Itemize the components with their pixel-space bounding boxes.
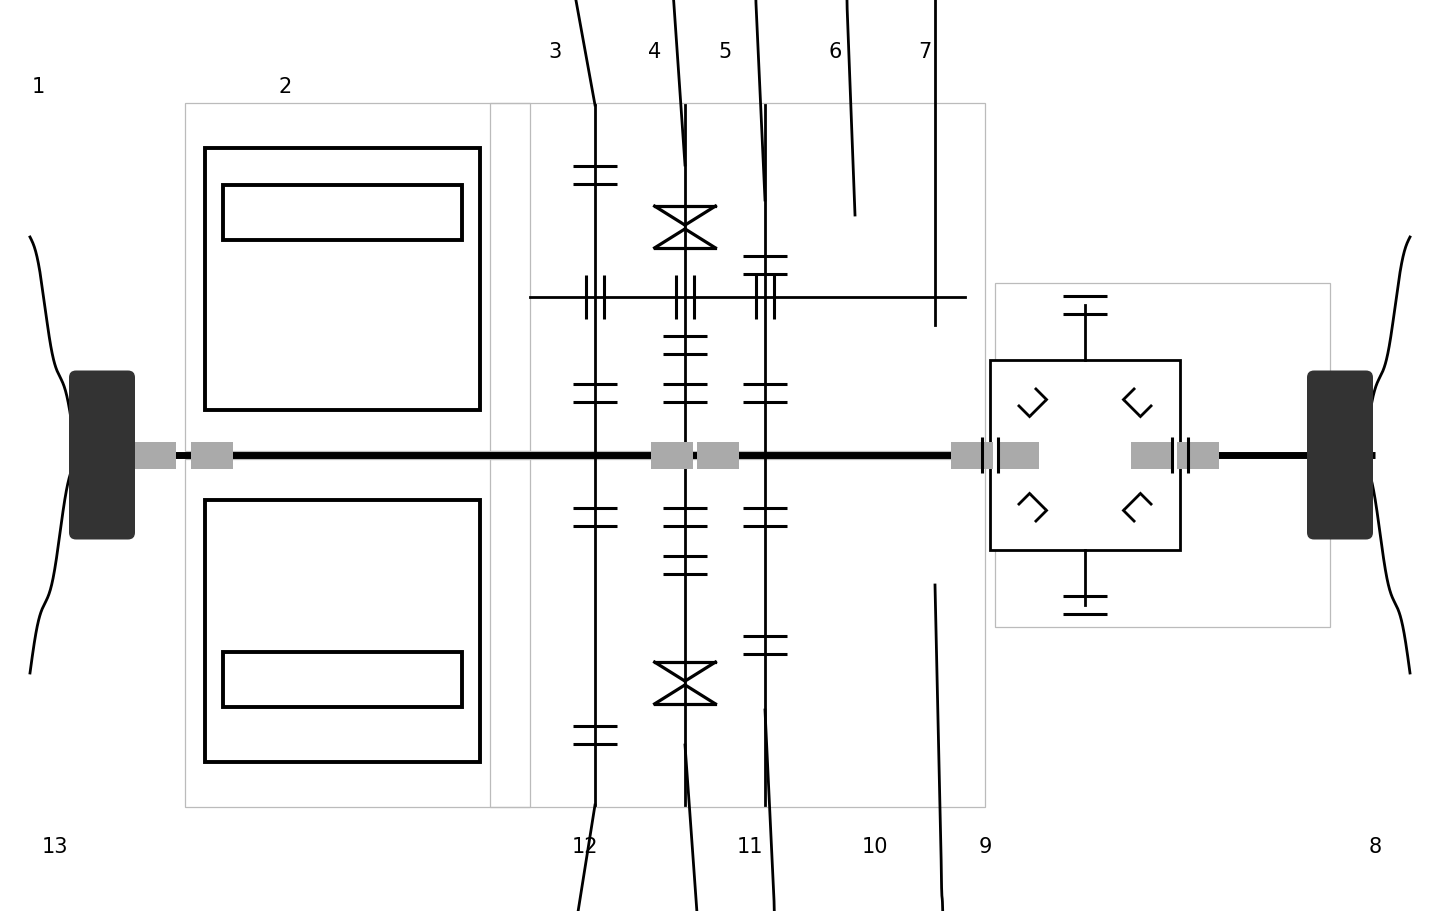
Text: 9: 9 <box>979 836 992 856</box>
Bar <box>998 442 1040 469</box>
Bar <box>696 442 738 469</box>
Bar <box>223 652 462 707</box>
Text: 5: 5 <box>718 42 731 62</box>
Bar <box>185 459 530 807</box>
Text: 1: 1 <box>32 77 45 97</box>
Bar <box>951 442 993 469</box>
Bar <box>990 361 1180 550</box>
Text: 12: 12 <box>572 836 598 856</box>
Text: 10: 10 <box>862 836 888 856</box>
Bar <box>489 459 985 807</box>
Bar <box>206 500 479 763</box>
Bar <box>191 442 233 469</box>
Text: 3: 3 <box>549 42 562 62</box>
Text: 13: 13 <box>42 836 68 856</box>
FancyBboxPatch shape <box>1308 371 1373 540</box>
Bar <box>995 283 1331 628</box>
Bar <box>206 148 479 411</box>
Text: 7: 7 <box>918 42 931 62</box>
Bar <box>489 104 985 452</box>
Bar <box>185 104 530 452</box>
Text: 2: 2 <box>278 77 291 97</box>
FancyBboxPatch shape <box>70 371 135 540</box>
Text: 8: 8 <box>1368 836 1381 856</box>
Bar <box>1177 442 1219 469</box>
Bar <box>135 442 177 469</box>
Text: 6: 6 <box>828 42 841 62</box>
Bar <box>223 186 462 241</box>
Text: 4: 4 <box>649 42 662 62</box>
Bar <box>652 442 694 469</box>
Bar <box>1131 442 1173 469</box>
Text: 11: 11 <box>737 836 763 856</box>
